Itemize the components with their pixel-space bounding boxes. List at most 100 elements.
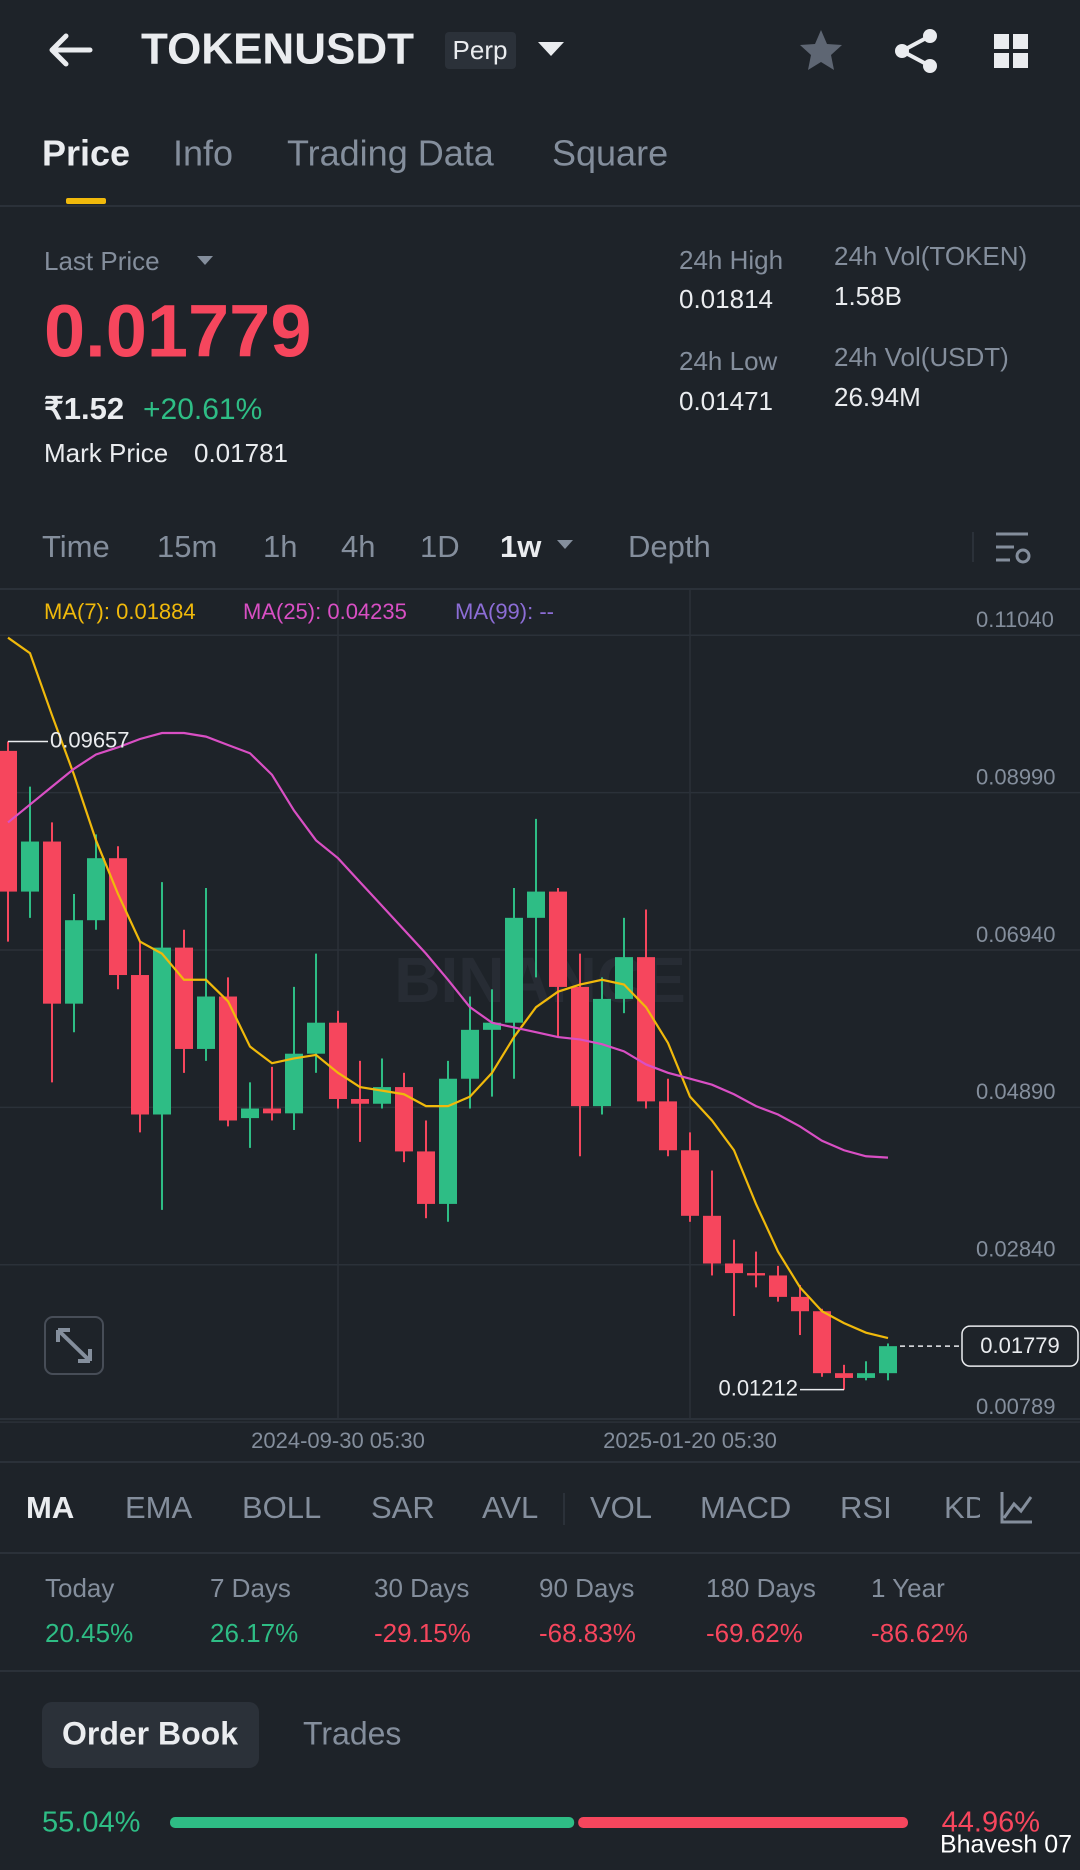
candle-body — [241, 1108, 259, 1119]
interval-tab[interactable]: 1h — [263, 529, 297, 564]
last-price: 0.01779 — [44, 290, 312, 373]
mark-price-label: Mark Price — [44, 438, 168, 468]
vol-usdt-value: 26.94M — [834, 382, 921, 412]
candle-body — [857, 1373, 875, 1378]
ma-line — [7, 636, 889, 1340]
mark-price: 0.01781 — [194, 438, 288, 468]
indicator-tab[interactable]: MA — [26, 1490, 74, 1525]
chart-settings-icon[interactable] — [996, 532, 1031, 564]
high-value: 0.01814 — [679, 284, 773, 314]
indicator-tab[interactable]: BOLL — [242, 1490, 321, 1525]
low-label: 24h Low — [679, 346, 778, 376]
candle-body — [307, 1022, 325, 1054]
indicator-tab[interactable]: SAR — [371, 1490, 435, 1525]
interval-dropdown[interactable] — [557, 540, 573, 549]
indicator-tab[interactable]: AVL — [482, 1490, 538, 1525]
back-button[interactable] — [49, 33, 93, 67]
sell-bar — [578, 1817, 908, 1828]
indicator-tab[interactable]: RSI — [840, 1490, 892, 1525]
badge: Perp — [453, 35, 508, 65]
symbol: TOKENUSDT — [141, 25, 414, 74]
tab[interactable]: Info — [173, 133, 233, 174]
favorite-icon[interactable] — [800, 30, 842, 70]
symbol-dropdown[interactable] — [538, 42, 564, 56]
user-watermark: Bhavesh 07 — [940, 1831, 1072, 1859]
buy-bar — [170, 1817, 575, 1828]
ma-line — [7, 731, 889, 1159]
high-label: 0.09657 — [50, 727, 130, 752]
period-change: -29.15% — [374, 1618, 471, 1648]
x-tick-label: 2024-09-30 05:30 — [251, 1428, 425, 1453]
y-tick-label: 0.06940 — [976, 922, 1056, 947]
indicator-tab[interactable]: EMA — [125, 1490, 193, 1525]
period-change: 20.45% — [45, 1618, 133, 1648]
candle-body — [725, 1263, 743, 1274]
candle-body — [219, 996, 237, 1121]
interval-tab[interactable]: 15m — [157, 529, 217, 564]
interval-tab[interactable]: Depth — [628, 529, 711, 564]
period-label: 7 Days — [210, 1573, 291, 1603]
order-book-tab[interactable]: Order Book — [62, 1715, 238, 1751]
period-change: 26.17% — [210, 1618, 298, 1648]
indicator-settings-icon[interactable] — [1000, 1492, 1033, 1524]
last-price-tag: 0.01779 — [980, 1333, 1060, 1358]
expand-button[interactable] — [44, 1316, 104, 1375]
tab[interactable]: Price — [42, 133, 130, 174]
candle-body — [65, 920, 83, 1004]
indicator-tab[interactable]: MACD — [700, 1490, 791, 1525]
y-tick-label: 0.08990 — [976, 764, 1056, 789]
vol-token-value: 1.58B — [834, 281, 902, 311]
x-tick-label: 2025-01-20 05:30 — [603, 1428, 777, 1453]
interval-tab[interactable]: 1w — [500, 529, 542, 564]
period-change: -86.62% — [871, 1618, 968, 1648]
candle-body — [637, 957, 655, 1102]
candle-body — [549, 891, 567, 987]
ma7-legend: MA(7): 0.01884 — [44, 599, 196, 624]
candle-body — [87, 858, 105, 921]
interval-tab[interactable]: Time — [42, 529, 110, 564]
candle-body — [593, 998, 611, 1107]
period-label: 1 Year — [871, 1573, 945, 1603]
candle-body — [131, 975, 149, 1115]
sell-ratio: 44.96% — [942, 1807, 1040, 1839]
candle-body — [285, 1053, 303, 1114]
tab[interactable]: Trading Data — [287, 133, 495, 174]
last-price-dropdown[interactable] — [197, 256, 213, 265]
last-price-box — [961, 1325, 1079, 1367]
candle-body — [615, 957, 633, 999]
low-label: 0.01212 — [718, 1375, 798, 1400]
candle-body — [351, 1098, 369, 1104]
trades-tab[interactable]: Trades — [303, 1715, 401, 1751]
grid-icon[interactable] — [994, 34, 1028, 68]
candle-body — [571, 986, 589, 1107]
period-change: -69.62% — [706, 1618, 803, 1648]
candle-body — [835, 1373, 853, 1378]
y-tick-label: 0.11040 — [976, 607, 1054, 632]
tab[interactable]: Square — [552, 133, 668, 174]
indicator-tab[interactable]: VOL — [590, 1490, 652, 1525]
candle-body — [659, 1101, 677, 1151]
tab-indicator — [66, 198, 106, 204]
y-tick-label: 0.00789 — [976, 1394, 1056, 1419]
vol-usdt-label: 24h Vol(USDT) — [834, 342, 1009, 372]
indicator-tab[interactable]: KD — [944, 1490, 987, 1525]
candle-body — [263, 1108, 281, 1114]
candle-body — [483, 1022, 501, 1030]
order-book-tab-bg — [42, 1702, 259, 1768]
inr-price: ₹1.52 — [44, 391, 124, 426]
high-label: 24h High — [679, 245, 783, 275]
period-label: 90 Days — [539, 1573, 634, 1603]
candlestick-chart: BINANCE0.110400.089900.069400.048900.028… — [0, 590, 1080, 1453]
interval-tab[interactable]: 1D — [420, 529, 460, 564]
candle-body — [703, 1215, 721, 1264]
buy-ratio: 55.04% — [42, 1807, 140, 1839]
y-tick-label: 0.02840 — [976, 1237, 1056, 1262]
candle-body — [417, 1151, 435, 1204]
interval-tab[interactable]: 4h — [341, 529, 375, 564]
share-icon[interactable] — [895, 29, 937, 73]
candle-body — [21, 841, 39, 892]
low-value: 0.01471 — [679, 386, 773, 416]
candle-body — [109, 858, 127, 976]
